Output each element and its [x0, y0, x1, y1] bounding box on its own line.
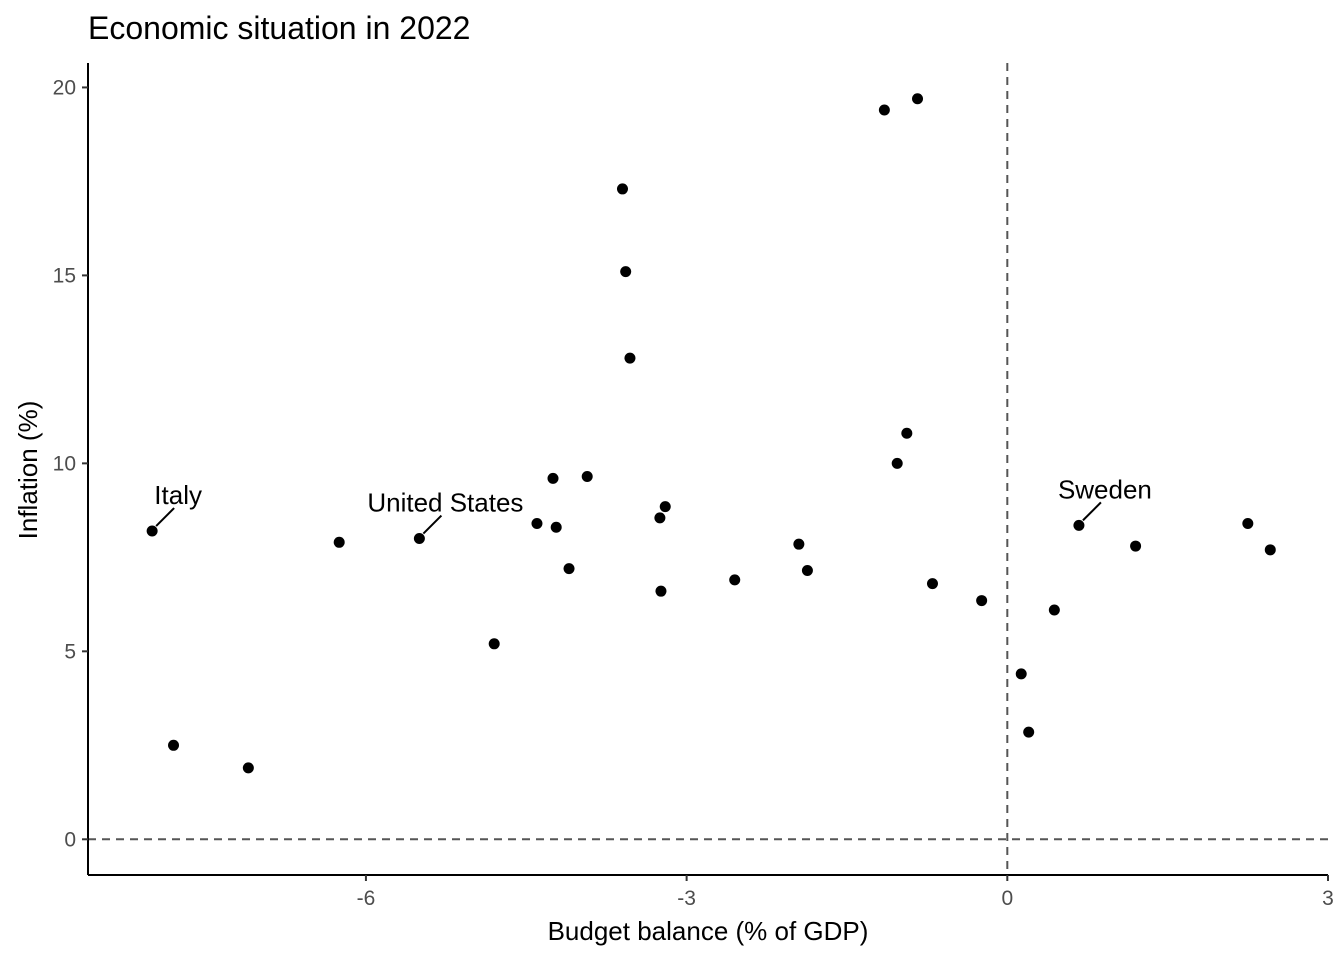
- data-point: [488, 638, 500, 650]
- data-point: [901, 427, 913, 439]
- data-point: [793, 538, 805, 550]
- y-tick-label: 5: [64, 640, 76, 663]
- annotation-label: Sweden: [1058, 474, 1152, 504]
- data-point: [1264, 544, 1276, 556]
- data-point: [926, 578, 938, 590]
- y-tick-label: 20: [53, 76, 76, 99]
- data-point: [563, 563, 575, 575]
- x-tick-label: 3: [1322, 887, 1334, 910]
- data-point: [1130, 540, 1142, 552]
- data-point: [333, 536, 345, 548]
- annotation-leader-line: [422, 514, 443, 535]
- data-point: [168, 739, 180, 751]
- data-point: [976, 595, 988, 607]
- x-axis-title: Budget balance (% of GDP): [548, 916, 869, 946]
- x-tick-label: 0: [1001, 887, 1013, 910]
- y-tick-label: 10: [53, 452, 76, 475]
- data-point: [801, 565, 813, 576]
- annotations: Italy United States Sweden: [154, 474, 1152, 535]
- data-point: [1048, 604, 1060, 616]
- data-point: [146, 525, 158, 537]
- x-tick-label: -3: [677, 887, 696, 910]
- data-point: [878, 104, 890, 116]
- data-point: [1242, 518, 1254, 530]
- y-tick-label: 15: [53, 264, 76, 287]
- annotation-leader-line: [155, 507, 175, 527]
- data-point: [1073, 519, 1085, 531]
- axes: -6 -3 0 3 0 5 10 15 20: [53, 63, 1334, 910]
- data-point: [1023, 726, 1035, 738]
- data-point: [654, 512, 666, 524]
- data-point: [1015, 668, 1027, 680]
- data-point: [547, 472, 559, 484]
- data-point: [912, 93, 924, 105]
- data-point: [531, 518, 543, 530]
- data-point: [413, 533, 425, 545]
- data-point: [581, 471, 593, 483]
- annotation-label: United States: [367, 488, 523, 518]
- data-point: [550, 521, 562, 533]
- reference-lines: [88, 63, 1328, 875]
- y-axis-title: Inflation (%): [13, 401, 43, 540]
- chart-title: Economic situation in 2022: [88, 10, 470, 46]
- annotation-label: Italy: [154, 480, 202, 510]
- data-point: [616, 183, 628, 195]
- data-points: [146, 93, 1276, 774]
- data-point: [624, 352, 636, 364]
- data-point: [891, 457, 903, 469]
- x-tick-label: -6: [357, 887, 376, 910]
- annotation-leader-line: [1082, 501, 1102, 522]
- y-tick-label: 0: [64, 828, 76, 851]
- data-point: [659, 501, 671, 513]
- data-point: [620, 266, 632, 278]
- data-point: [655, 585, 667, 597]
- data-point: [242, 762, 254, 774]
- data-point: [729, 574, 741, 586]
